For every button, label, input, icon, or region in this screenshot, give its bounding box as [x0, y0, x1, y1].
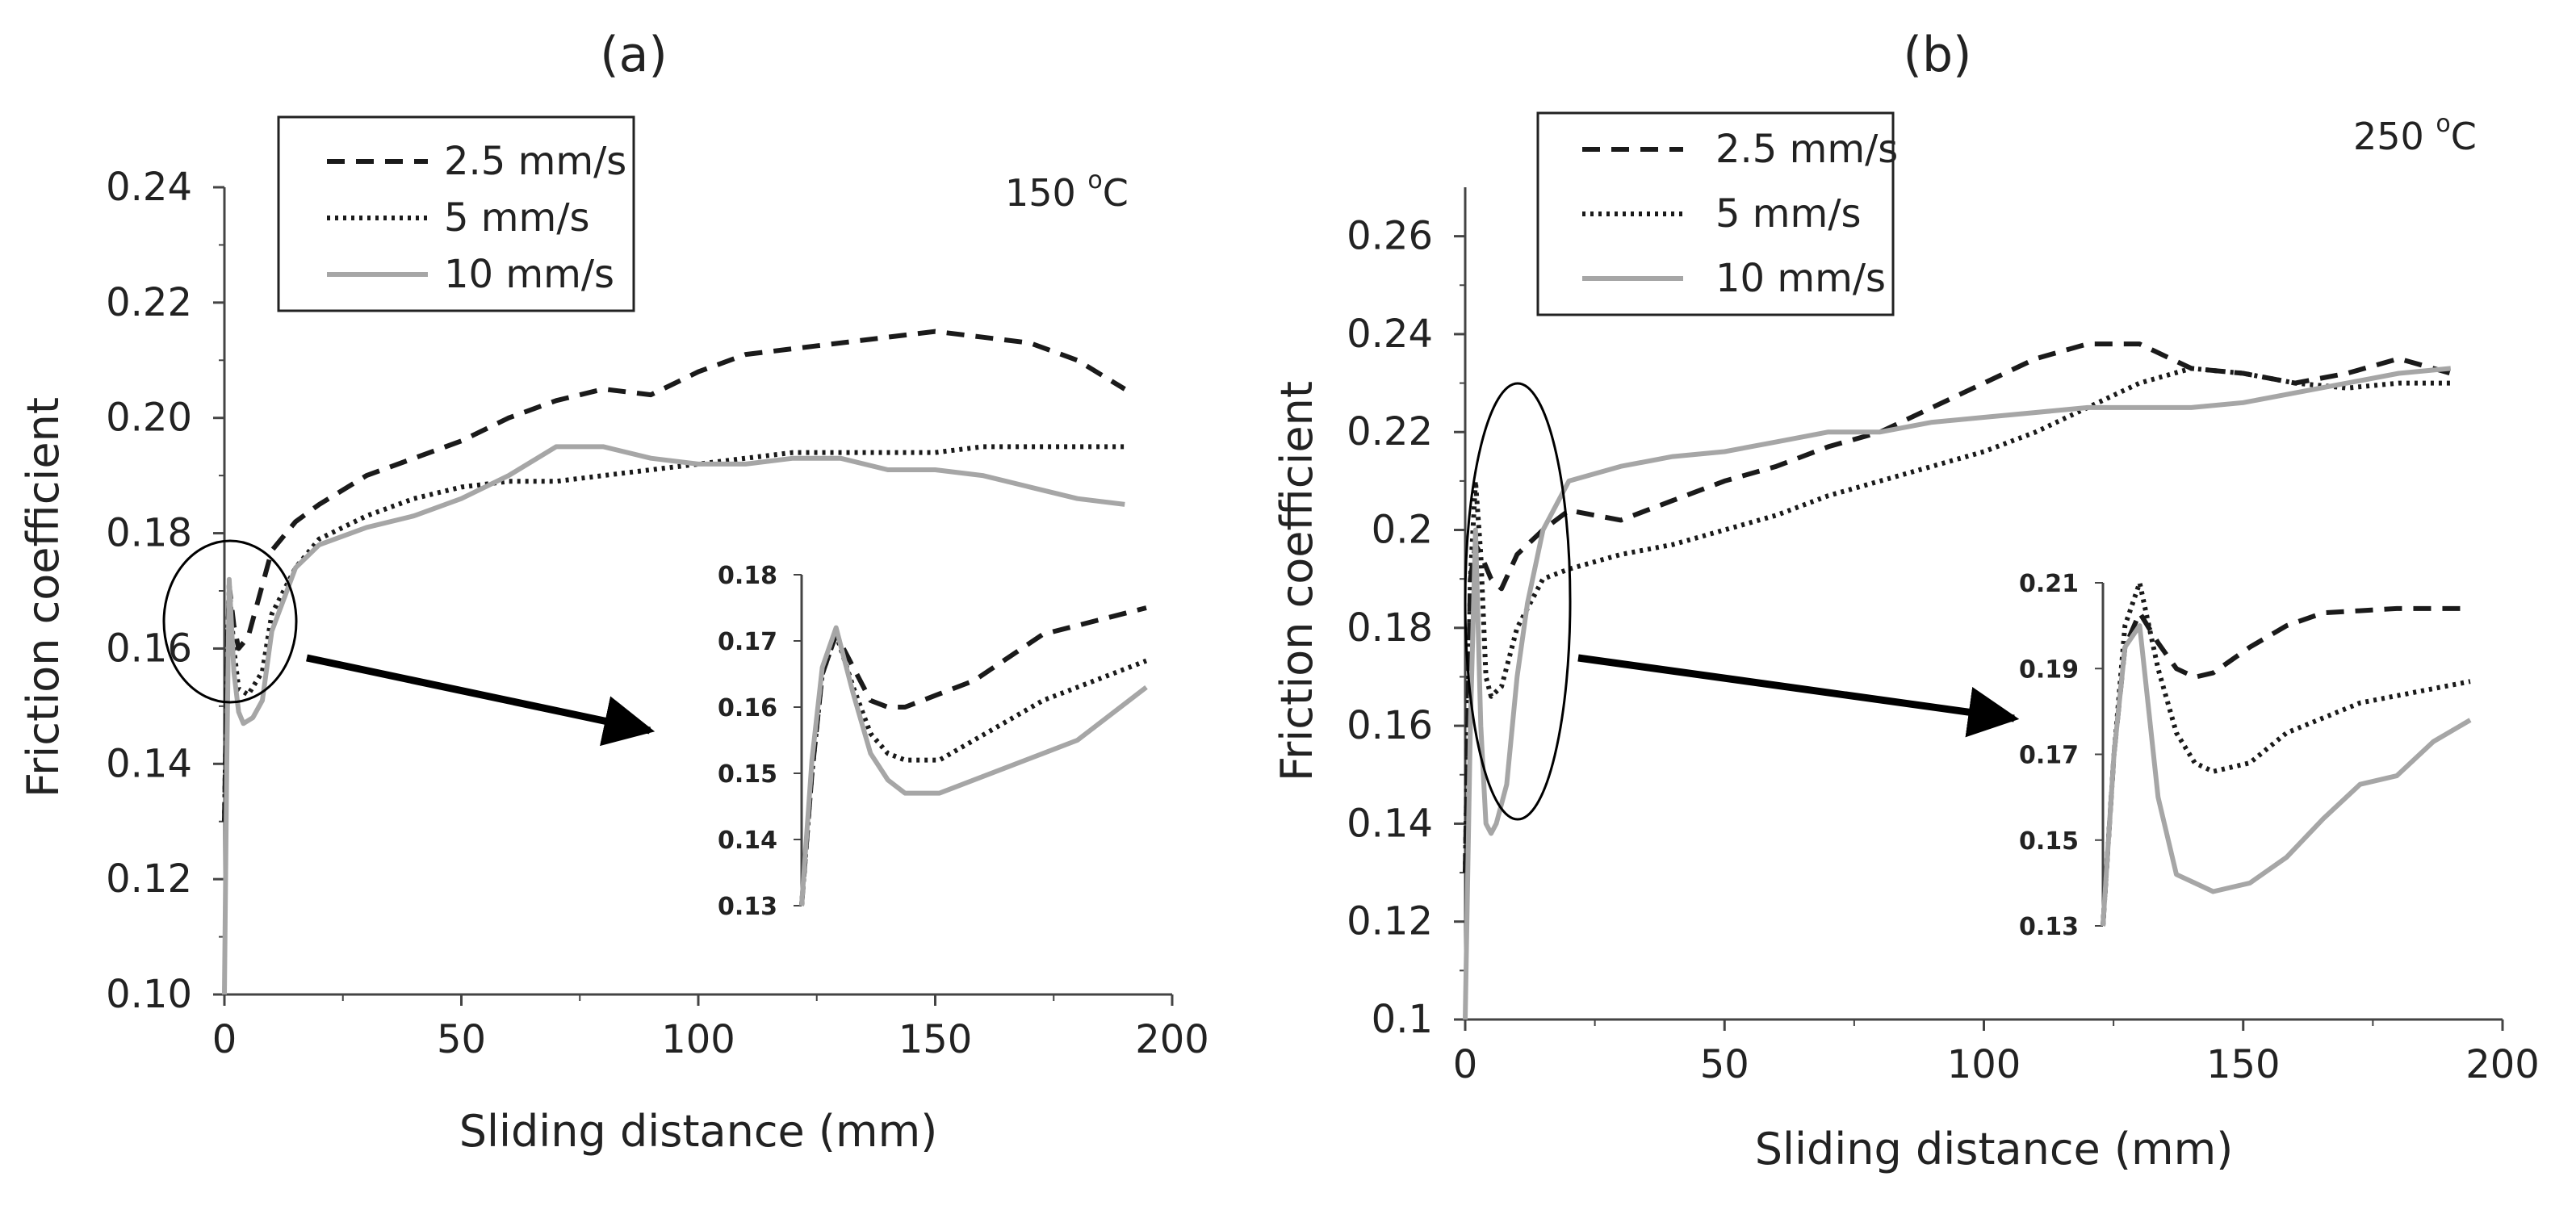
- panel-a-inset-y-tick-label: 0.15: [718, 760, 777, 789]
- panel-b-x-tick-label: 50: [1700, 1042, 1749, 1087]
- panel-a-inset-y-tick-label: 0.17: [718, 628, 777, 656]
- panel-b-y-tick-label: 0.26: [1347, 214, 1433, 259]
- panel-a-x-axis-label: Sliding distance (mm): [459, 1106, 938, 1157]
- panel-b-x-tick-label: 150: [2206, 1042, 2281, 1087]
- panel-b-y-tick-label: 0.2: [1372, 508, 1433, 553]
- panel-b-series-group: [1463, 341, 2452, 1020]
- panel-a-temperature: 150 oC: [1005, 166, 1129, 215]
- panel-a-label: (a): [600, 27, 668, 83]
- panel-b-y-tick-label: 0.22: [1347, 409, 1433, 454]
- panel-a-inset: 0.13 0.14 0.15 0.16 0.17 0.18: [718, 562, 1148, 921]
- panel-b-legend-frame: [1536, 111, 1895, 316]
- panel-a-x-tick-label: 50: [437, 1017, 486, 1062]
- panel-b-inset-y-tick-label: 0.17: [2019, 742, 2079, 770]
- panel-b-label: (b): [1904, 27, 1972, 83]
- panel-a-x-tick-label: 100: [661, 1017, 735, 1062]
- panel-b-x-tick-label: 100: [1947, 1042, 2021, 1087]
- panel-b-x-tick-label: 200: [2465, 1042, 2540, 1087]
- panel-a-x-tick-label: 200: [1135, 1017, 1209, 1062]
- panel-a-x-tick-label: 0: [212, 1017, 237, 1062]
- panel-b-inset: 0.13 0.15 0.17 0.19 0.21: [2019, 570, 2472, 941]
- panel-a-legend-label-5: 5 mm/s: [444, 195, 590, 241]
- panel-b-legend: 2.5 mm/s 5 mm/s 10 mm/s: [1536, 111, 1898, 316]
- panel-b-inset-series-5-mmpers: [2101, 580, 2471, 927]
- panel-b-y-tick-label: 0.16: [1347, 703, 1433, 748]
- panel-a-series-10-mmpers: [222, 444, 1125, 995]
- panel-a-y-tick-label: 0.24: [106, 165, 192, 210]
- panel-a-inset-y-tick-label: 0.18: [718, 562, 777, 590]
- panel-a-y-axis-label-group: Friction coefficient: [18, 397, 69, 798]
- panel-b-inset-y-tick-label: 0.13: [2019, 913, 2079, 941]
- panel-a-series-2.5-mmpers: [222, 329, 1126, 822]
- panel-a-series-5-mmpers: [222, 444, 1125, 822]
- panel-b-legend-label-2.5: 2.5 mm/s: [1715, 127, 1898, 172]
- panel-b-axes: 0.1 0.12 0.14 0.16 0.18 0.2 0.22 0.24 0.26 0 50 100…: [1347, 187, 2540, 1087]
- panel-b-legend-label-10: 10 mm/s: [1715, 256, 1886, 301]
- panel-a-inset-series-10-mmpers: [799, 625, 1148, 906]
- panel-b-temperature: 250 oC: [2353, 110, 2477, 158]
- panel-b-x-axis-label: Sliding distance (mm): [1755, 1124, 2234, 1174]
- panel-b-y-tick-label: 0.1: [1372, 997, 1433, 1042]
- panel-b-zoom-ellipse: [1464, 382, 1572, 821]
- panel-b-inset-y-tick-label: 0.19: [2019, 655, 2079, 684]
- panel-a-legend-label-2.5: 2.5 mm/s: [444, 139, 626, 184]
- panel-a-y-tick-label: 0.20: [106, 396, 192, 441]
- panel-a-axes: 0.10 0.12 0.14 0.16 0.18 0.20 0.22 0.24 0 50 100 15…: [106, 165, 1209, 1062]
- panel-a: (a) Friction coefficient Sliding distanc…: [18, 27, 1209, 1157]
- panel-b-inset-series-2.5-mmpers: [2101, 605, 2470, 927]
- panel-a-y-tick-label: 0.14: [106, 741, 192, 786]
- panel-a-zoom-arrow: [306, 654, 656, 747]
- panel-b-y-axis-label-group: Friction coefficient: [1271, 381, 1322, 781]
- panel-a-inset-y-tick-label: 0.13: [718, 893, 777, 921]
- panel-a-inset-y-tick-label: 0.16: [718, 694, 777, 722]
- panel-b-y-tick-label: 0.14: [1347, 801, 1433, 846]
- panel-b-y-tick-label: 0.18: [1347, 605, 1433, 651]
- panel-b-y-tick-label: 0.24: [1347, 312, 1433, 357]
- panel-b-inset-y-tick-label: 0.21: [2019, 570, 2079, 598]
- panel-a-inset-series-2.5-mmpers: [799, 605, 1147, 906]
- panel-a-y-tick-label: 0.18: [106, 511, 192, 556]
- panel-b-zoom-arrow: [1577, 654, 2020, 738]
- panel-a-zoom-ellipse: [162, 539, 298, 704]
- panel-b-legend-label-5: 5 mm/s: [1715, 191, 1862, 237]
- panel-a-series-group: [222, 329, 1126, 995]
- panel-a-legend-frame: [277, 115, 635, 312]
- panel-b-y-tick-label: 0.12: [1347, 899, 1433, 944]
- panel-a-legend: 2.5 mm/s 5 mm/s 10 mm/s: [277, 115, 635, 312]
- panel-b-y-axis-label: Friction coefficient: [1271, 381, 1322, 781]
- panel-b-series-10-mmpers: [1463, 366, 2452, 1020]
- panel-a-y-axis-label: Friction coefficient: [18, 397, 69, 798]
- panel-b-series-2.5-mmpers: [1463, 341, 2452, 873]
- panel-b: (b) Friction coefficient Sliding distanc…: [1271, 27, 2540, 1174]
- panel-a-inset-y-tick-label: 0.14: [718, 827, 777, 855]
- panel-a-y-tick-label: 0.22: [106, 280, 192, 325]
- panel-a-inset-series-5-mmpers: [799, 631, 1148, 906]
- panel-a-y-tick-label: 0.16: [106, 626, 192, 671]
- panel-a-x-tick-label: 150: [898, 1017, 973, 1062]
- panel-b-x-tick-label: 0: [1453, 1042, 1478, 1087]
- panel-b-inset-series-10-mmpers: [2101, 623, 2472, 927]
- panel-a-legend-label-10: 10 mm/s: [444, 252, 614, 297]
- panel-a-y-tick-label: 0.12: [106, 856, 192, 902]
- panel-a-y-tick-label: 0.10: [106, 972, 192, 1017]
- panel-b-inset-y-tick-label: 0.15: [2019, 827, 2079, 856]
